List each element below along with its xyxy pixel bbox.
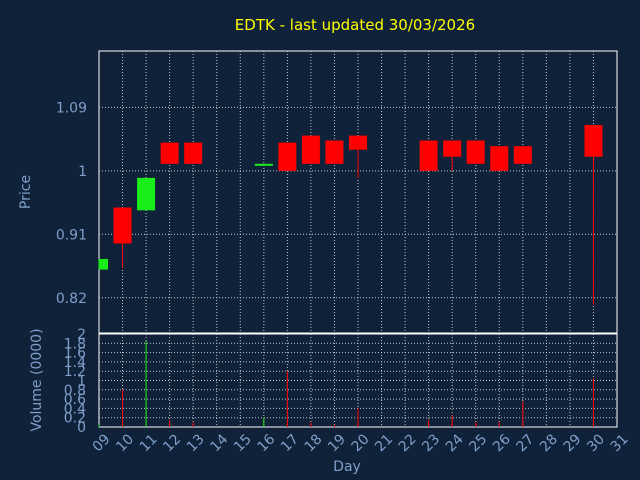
price-tick-label: 1.09 — [56, 100, 87, 116]
volume-tick-label: 1 — [77, 374, 86, 390]
volume-tick-label: 0.4 — [64, 401, 86, 417]
candle — [98, 258, 108, 270]
x-tick-label: 14 — [207, 431, 231, 455]
price-axis-label: Price — [18, 175, 34, 209]
candle-body — [278, 142, 297, 171]
candle — [349, 135, 367, 178]
candle — [113, 207, 132, 269]
volume-tick-label: 2 — [77, 327, 86, 343]
x-tick-label: 26 — [490, 431, 514, 455]
candle — [184, 142, 203, 164]
candle-body — [466, 140, 485, 164]
x-tick-label: 16 — [255, 431, 279, 455]
x-axis-label: Day — [333, 459, 361, 475]
candle-body — [160, 142, 179, 164]
x-tick-label: 20 — [349, 431, 373, 455]
x-tick-label: 11 — [137, 431, 161, 455]
x-tick-label: 17 — [278, 431, 302, 455]
volume-tick-label: 1.4 — [64, 355, 86, 371]
candle — [254, 163, 273, 166]
candle-body — [584, 125, 603, 157]
x-tick-label: 09 — [90, 431, 114, 455]
volume-tick-label: 1.8 — [64, 336, 86, 352]
candle-body — [99, 258, 108, 270]
candle-body — [301, 135, 320, 164]
candle — [490, 146, 509, 171]
candle — [325, 140, 344, 164]
x-tick-label: 15 — [231, 431, 255, 455]
price-tick-label: 0.91 — [56, 227, 87, 243]
candle — [513, 146, 532, 164]
candle — [443, 140, 462, 171]
candle — [278, 142, 297, 171]
volume-tick-label: 0.6 — [64, 392, 86, 408]
candle — [466, 140, 485, 164]
x-tick-label: 23 — [419, 431, 443, 455]
x-tick-label: 29 — [561, 431, 585, 455]
x-tick-label: 31 — [608, 431, 632, 455]
x-tick-label: 13 — [184, 431, 208, 455]
volume-axis-label: Volume (0000) — [29, 328, 45, 431]
candle — [137, 177, 156, 211]
volume-tick-label: 0.8 — [64, 383, 86, 399]
candle-body — [325, 140, 344, 164]
candle — [160, 142, 179, 164]
x-tick-label: 30 — [584, 431, 608, 455]
x-tick-label: 27 — [514, 431, 538, 455]
volume-tick-label: 1.6 — [64, 346, 86, 362]
candle — [419, 140, 438, 171]
volume-tick-label: 0 — [77, 420, 86, 436]
x-tick-label: 10 — [113, 431, 137, 455]
price-tick-label: 0.82 — [56, 291, 87, 307]
x-tick-label: 25 — [466, 431, 490, 455]
x-tick-label: 12 — [160, 431, 184, 455]
volume-panel: 21.81.61.41.210.80.60.40.20 — [64, 327, 618, 436]
candle-body — [490, 146, 509, 171]
candle-body — [419, 140, 438, 171]
x-tick-label: 28 — [537, 431, 561, 455]
candle-body — [137, 177, 156, 211]
price-panel: 1.09 1 0.91 0.82 — [56, 50, 618, 334]
candle-body — [113, 207, 132, 244]
x-tick-label: 18 — [302, 431, 326, 455]
x-tick-label: 24 — [443, 431, 467, 455]
candle-body — [443, 140, 462, 157]
volume-tick-label: 0.2 — [64, 411, 86, 427]
candle-body — [254, 163, 273, 166]
candle-body — [349, 135, 367, 150]
x-tick-label: 19 — [325, 431, 349, 455]
candle-body — [513, 146, 532, 164]
candle — [584, 125, 603, 305]
price-tick-label: 1 — [78, 164, 87, 180]
volume-tick-label: 1.2 — [64, 364, 86, 380]
chart-title: EDTK - last updated 30/03/2026 — [235, 16, 475, 34]
x-tick-label: 22 — [396, 431, 420, 455]
candle — [301, 135, 320, 164]
x-tick-label: 21 — [372, 431, 396, 455]
candle-body — [184, 142, 203, 164]
